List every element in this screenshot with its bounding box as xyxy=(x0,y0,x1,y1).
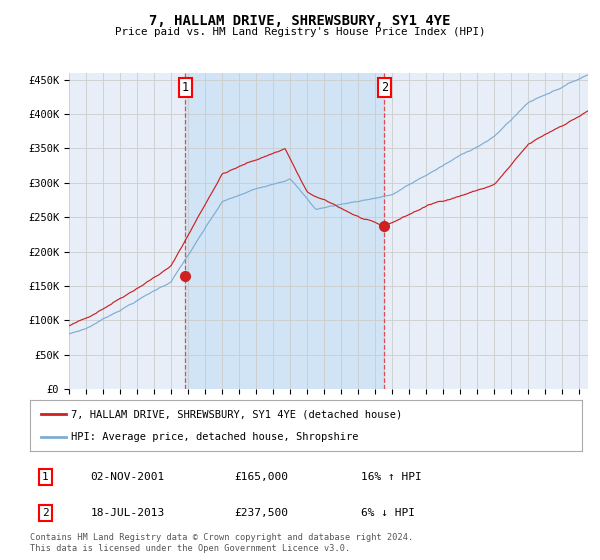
Text: 2: 2 xyxy=(381,81,388,94)
Text: 7, HALLAM DRIVE, SHREWSBURY, SY1 4YE (detached house): 7, HALLAM DRIVE, SHREWSBURY, SY1 4YE (de… xyxy=(71,409,403,419)
Text: £165,000: £165,000 xyxy=(234,472,288,482)
Text: 7, HALLAM DRIVE, SHREWSBURY, SY1 4YE: 7, HALLAM DRIVE, SHREWSBURY, SY1 4YE xyxy=(149,14,451,28)
Text: 1: 1 xyxy=(182,81,189,94)
Text: Contains HM Land Registry data © Crown copyright and database right 2024.
This d: Contains HM Land Registry data © Crown c… xyxy=(30,533,413,553)
Text: 1: 1 xyxy=(42,472,49,482)
Text: 2: 2 xyxy=(42,508,49,518)
Bar xyxy=(185,73,385,389)
Text: Price paid vs. HM Land Registry's House Price Index (HPI): Price paid vs. HM Land Registry's House … xyxy=(115,27,485,37)
Text: £237,500: £237,500 xyxy=(234,508,288,518)
Text: HPI: Average price, detached house, Shropshire: HPI: Average price, detached house, Shro… xyxy=(71,432,359,442)
Text: 6% ↓ HPI: 6% ↓ HPI xyxy=(361,508,415,518)
Text: 02-NOV-2001: 02-NOV-2001 xyxy=(91,472,165,482)
Text: 18-JUL-2013: 18-JUL-2013 xyxy=(91,508,165,518)
Text: 16% ↑ HPI: 16% ↑ HPI xyxy=(361,472,422,482)
